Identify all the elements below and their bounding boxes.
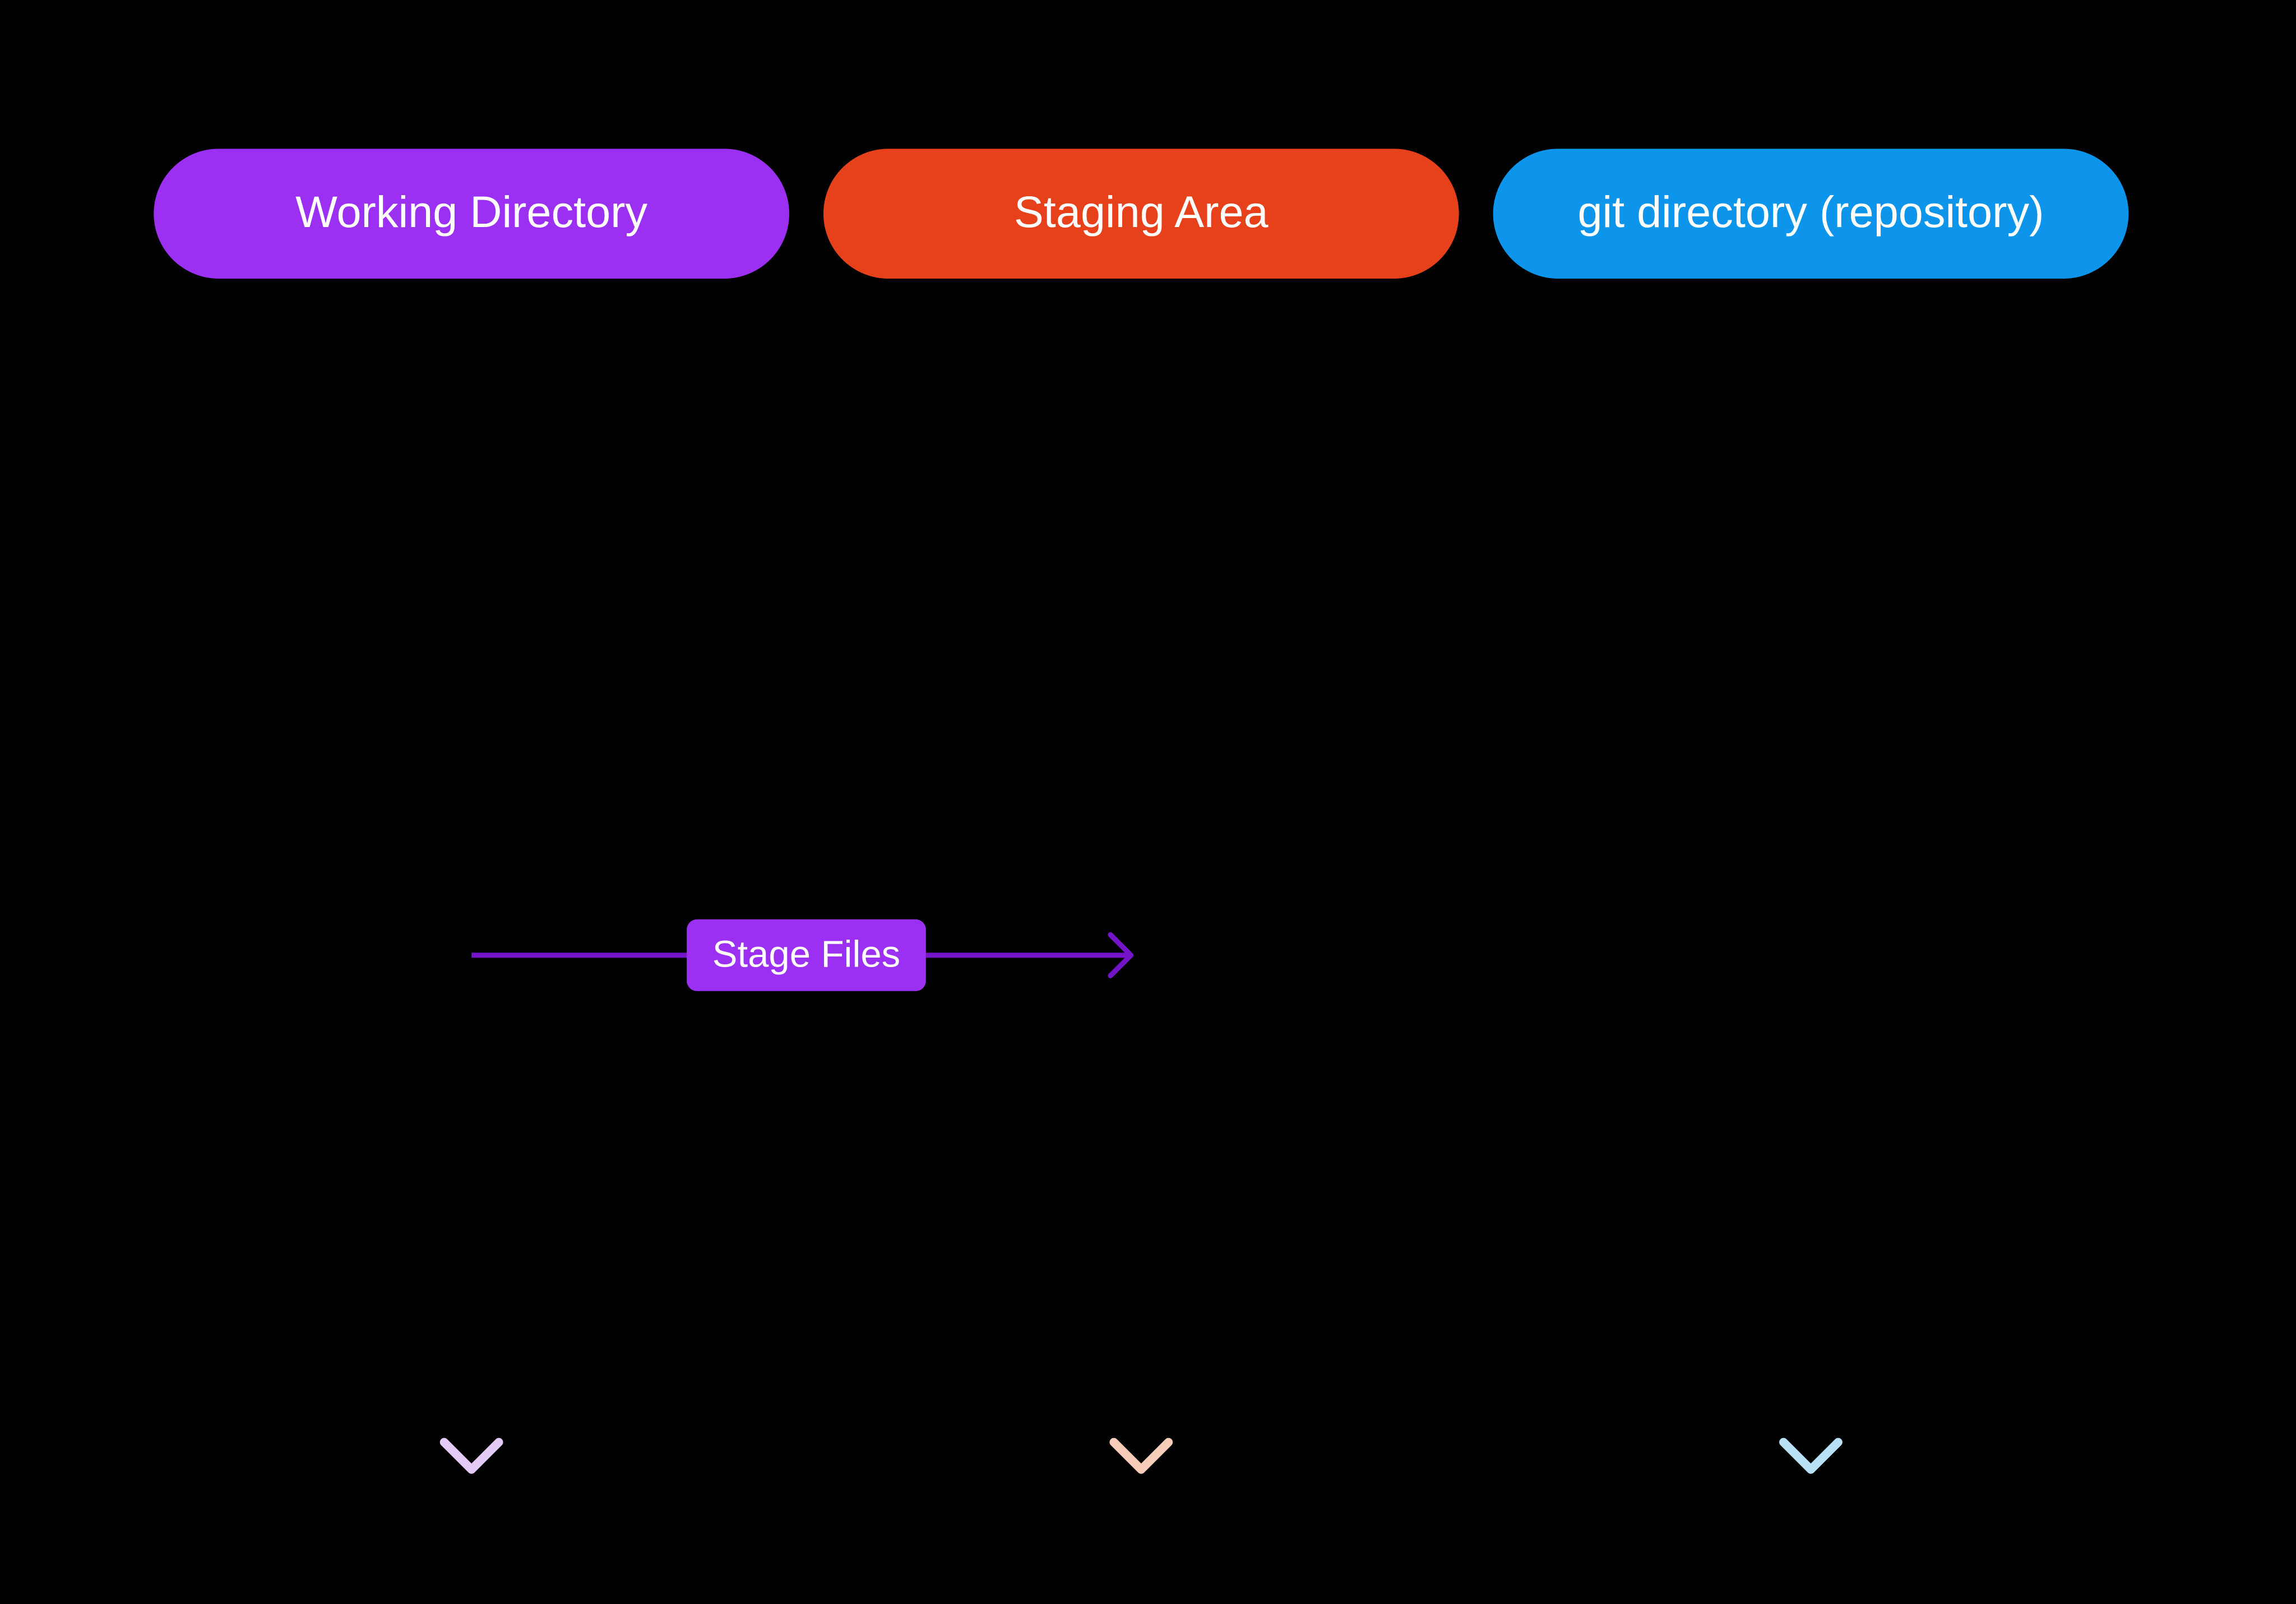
lifeline-git-directory [1784,279,1839,1469]
node-staging-area: Staging Area [823,149,1459,279]
edge-stage-files: Stage Files [471,919,1131,991]
node-working-directory: Working Directory [154,149,789,279]
node-git-directory: git directory (repository) [1493,149,2129,279]
node-label-git-directory: git directory (repository) [1577,187,2044,237]
node-label-working-directory: Working Directory [295,187,647,237]
edge-label-stage-files: Stage Files [712,933,900,976]
lifeline-staging-area [1114,279,1169,1469]
node-label-staging-area: Staging Area [1014,187,1269,237]
lifeline-working-directory [444,279,499,1469]
git-workflow-diagram: Stage Files Working Directory Staging Area… [0,0,2296,1601]
